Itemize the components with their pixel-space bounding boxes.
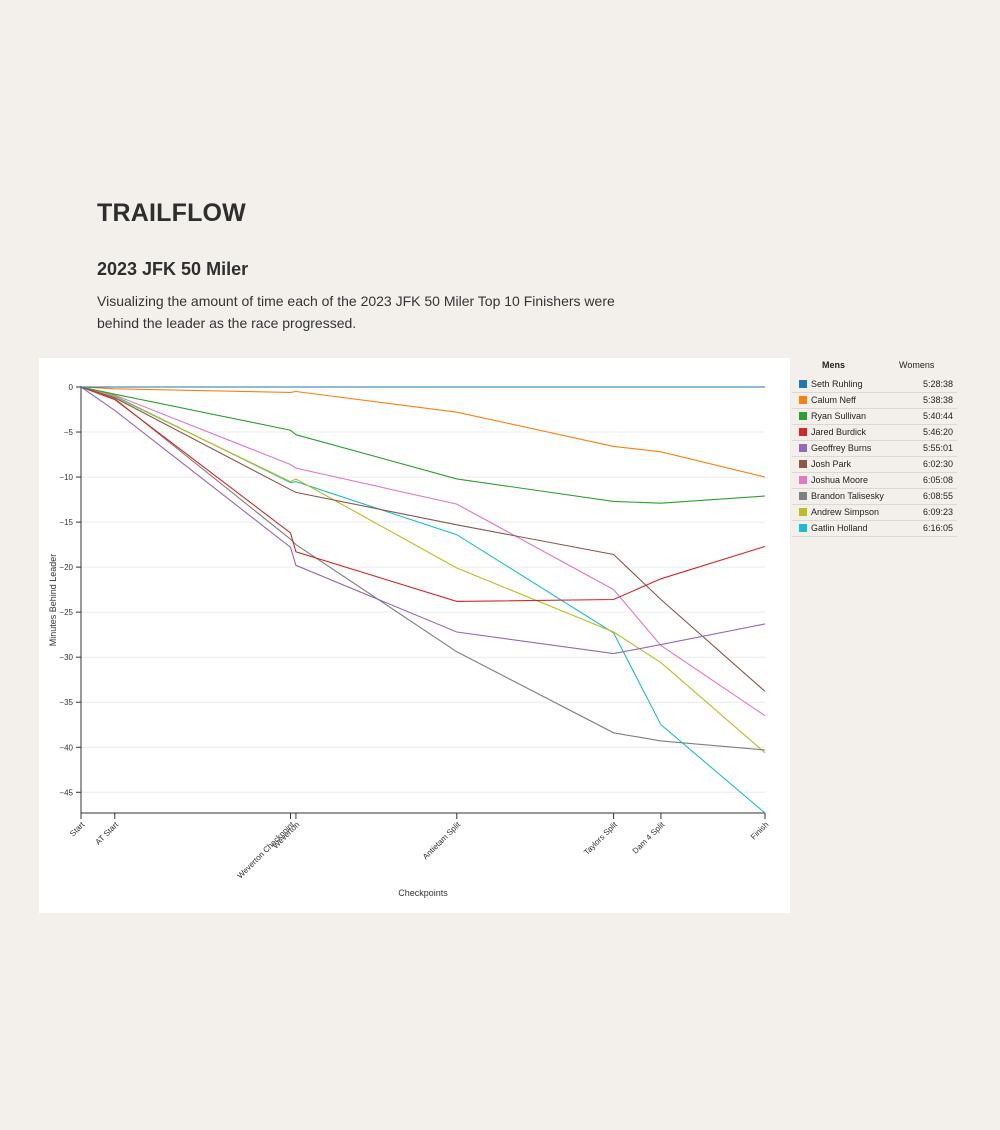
legend-item[interactable]: Brandon Talisesky 6:08:55: [792, 489, 957, 505]
series-line: [80, 386, 766, 478]
legend-runner-name: Seth Ruhling: [811, 379, 863, 389]
legend-swatch: [799, 508, 807, 516]
legend-swatch: [799, 412, 807, 420]
y-tick-label: −25: [59, 608, 73, 617]
legend-swatch: [799, 476, 807, 484]
legend-runner-name: Jared Burdick: [811, 427, 867, 437]
y-tick-label: 0: [69, 383, 74, 392]
legend-list: Seth Ruhling 5:28:38 Calum Neff 5:38:38 Ryan…: [792, 377, 957, 537]
x-tick-label: AT Start: [94, 820, 121, 847]
legend-swatch: [799, 428, 807, 436]
legend-runner-name: Ryan Sullivan: [811, 411, 867, 421]
legend-runner-name: Brandon Talisesky: [811, 491, 884, 501]
legend-swatch: [799, 492, 807, 500]
legend-item[interactable]: Ryan Sullivan 5:40:44: [792, 409, 957, 425]
legend-finish-time: 6:05:08: [922, 475, 953, 485]
tab-mens[interactable]: Mens: [822, 360, 846, 370]
tab-womens[interactable]: Womens: [899, 360, 935, 370]
legend-finish-time: 5:55:01: [922, 443, 953, 453]
legend-finish-time: 6:09:23: [922, 507, 953, 517]
line-chart: 0 −5 −10 −15 −20 −25 −30 −35 −40 −45 Start AT Start…: [48, 383, 770, 898]
series-line: [80, 386, 766, 692]
legend-item[interactable]: Gatlin Holland 6:16:05: [792, 521, 957, 537]
x-tick-label: Dam 4 Split: [631, 820, 667, 856]
y-tick-label: −30: [59, 653, 73, 662]
legend-tabs: Mens Womens: [792, 358, 957, 376]
legend-finish-time: 5:38:38: [922, 395, 953, 405]
x-axis-title: Checkpoints: [398, 888, 448, 898]
y-axis-title: Minutes Behind Leader: [48, 554, 58, 647]
series-line: [80, 386, 766, 751]
series-line: [80, 386, 766, 814]
legend-finish-time: 6:02:30: [922, 459, 953, 469]
legend-finish-time: 5:28:38: [922, 379, 953, 389]
y-tick-label: −20: [59, 563, 73, 572]
legend-item[interactable]: Geoffrey Burns 5:55:01: [792, 441, 957, 457]
legend-runner-name: Geoffrey Burns: [811, 443, 872, 453]
series-line: [80, 386, 766, 602]
series-line: [80, 386, 766, 717]
y-tick-label: −40: [59, 743, 73, 752]
legend-finish-time: 5:46:20: [922, 427, 953, 437]
legend-item[interactable]: Jared Burdick 5:46:20: [792, 425, 957, 441]
legend-swatch: [799, 444, 807, 452]
legend-runner-name: Calum Neff: [811, 395, 856, 405]
legend-runner-name: Joshua Moore: [811, 475, 869, 485]
legend-item[interactable]: Andrew Simpson 6:09:23: [792, 505, 957, 521]
legend-runner-name: Josh Park: [811, 459, 852, 469]
x-tick-label: Finish: [749, 820, 770, 841]
race-description: Visualizing the amount of time each of t…: [97, 293, 615, 331]
chart-panel: 0 −5 −10 −15 −20 −25 −30 −35 −40 −45 Start AT Start…: [39, 358, 790, 913]
series-line: [80, 386, 766, 655]
race-title: 2023 JFK 50 Miler: [97, 259, 249, 279]
legend-item[interactable]: Joshua Moore 6:05:08: [792, 473, 957, 489]
series-line: [80, 386, 766, 754]
x-tick-label: Taylors Split: [582, 820, 619, 857]
legend: Mens Womens Seth Ruhling 5:28:38 Calum Nef…: [792, 358, 957, 537]
legend-swatch: [799, 524, 807, 532]
y-tick-label: −45: [59, 788, 73, 797]
y-tick-label: −35: [59, 698, 73, 707]
y-tick-label: −15: [59, 518, 73, 527]
y-tick-label: −10: [59, 473, 73, 482]
legend-finish-time: 5:40:44: [922, 411, 953, 421]
legend-swatch: [799, 396, 807, 404]
brand-title: TRAILFLOW: [97, 199, 246, 227]
legend-swatch: [799, 460, 807, 468]
x-tick-label: Antietam Split: [421, 820, 463, 862]
y-tick-label: −5: [64, 428, 74, 437]
legend-item[interactable]: Calum Neff 5:38:38: [792, 393, 957, 409]
legend-finish-time: 6:16:05: [922, 523, 953, 533]
legend-swatch: [799, 380, 807, 388]
legend-finish-time: 6:08:55: [922, 491, 953, 501]
series-line: [80, 386, 766, 504]
legend-item[interactable]: Seth Ruhling 5:28:38: [792, 377, 957, 393]
legend-item[interactable]: Josh Park 6:02:30: [792, 457, 957, 473]
legend-runner-name: Andrew Simpson: [811, 507, 880, 517]
x-tick-label: Start: [68, 820, 87, 839]
legend-runner-name: Gatlin Holland: [811, 523, 868, 533]
